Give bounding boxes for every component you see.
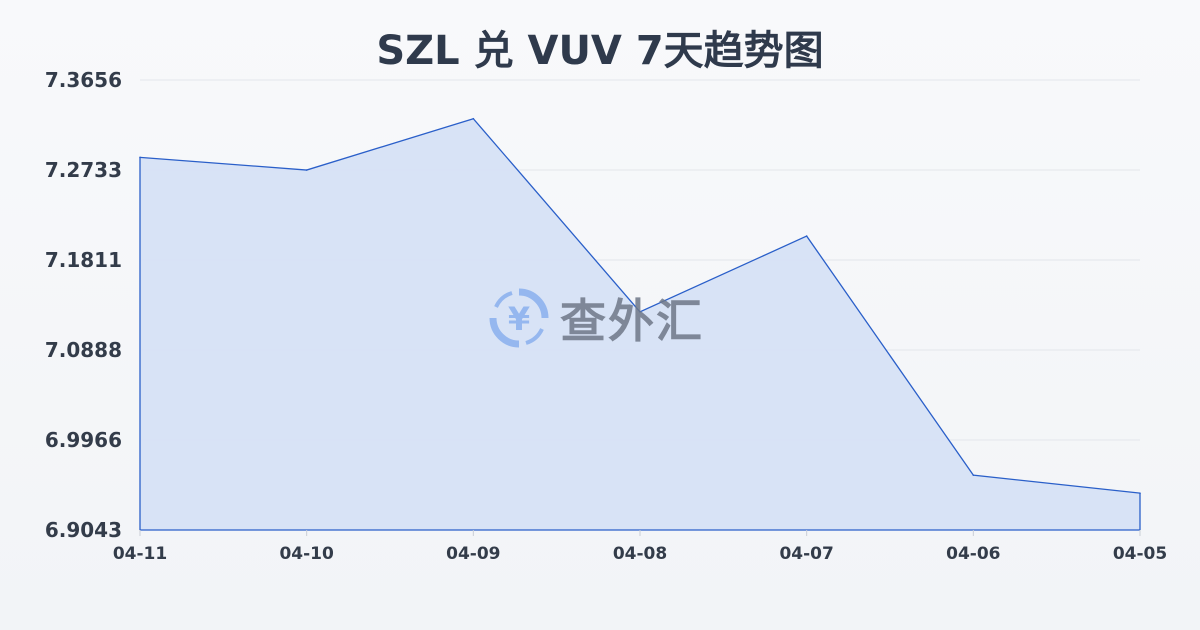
data-point: [805, 235, 808, 237]
x-tick-label: 04-11: [113, 544, 167, 564]
area-fill: [140, 118, 1140, 530]
yen-exchange-icon: ¥: [489, 288, 549, 348]
x-tick-label: 04-10: [279, 544, 334, 564]
watermark-text: 查外汇: [560, 294, 704, 348]
data-point: [972, 474, 975, 476]
x-tick-label: 04-05: [1113, 544, 1167, 564]
y-tick-label: 7.2733: [45, 158, 122, 182]
chart-title: SZL 兑 VUV 7天趋势图: [376, 28, 824, 74]
svg-text:¥: ¥: [508, 300, 530, 338]
y-tick-label: 6.9043: [45, 518, 122, 542]
data-point: [639, 311, 641, 313]
y-tick-label: 7.3656: [45, 68, 122, 92]
x-tick-label: 04-06: [946, 544, 1000, 564]
y-tick-label: 7.1811: [45, 248, 122, 272]
data-point: [305, 169, 308, 171]
x-tick-label: 04-08: [613, 544, 667, 564]
x-tick-label: 04-09: [446, 544, 500, 564]
watermark: ¥ 查外汇: [488, 285, 704, 351]
data-point: [472, 117, 475, 120]
y-tick-label: 7.0888: [45, 338, 122, 362]
x-tick-label: 04-07: [779, 544, 833, 564]
data-point: [1139, 492, 1141, 494]
y-tick-label: 6.9966: [45, 428, 122, 452]
data-point: [139, 156, 141, 159]
